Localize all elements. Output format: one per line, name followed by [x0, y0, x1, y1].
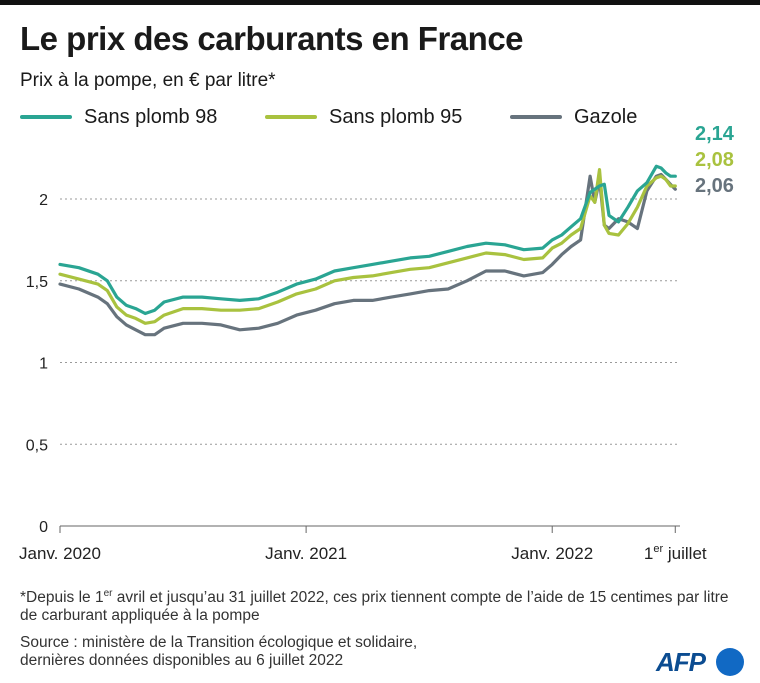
afp-logo: AFP: [656, 645, 748, 677]
y-tick-label: 0: [39, 519, 48, 536]
y-tick-label: 1: [39, 356, 48, 373]
x-tick-label: Janv. 2022: [511, 544, 593, 563]
x-tick-suffix: juillet: [663, 544, 707, 563]
legend-item-gazole: Gazole: [510, 104, 637, 130]
y-tick-label: 2: [39, 192, 48, 209]
footnote-text-end: avril et jusqu’au 31 juillet 2022, ces p…: [20, 589, 729, 625]
end-value-label-sans-plomb-95: 2,08: [695, 149, 734, 171]
footnote-superscript: er: [103, 588, 113, 599]
legend: Sans plomb 98 Sans plomb 95 Gazole: [20, 104, 720, 130]
legend-swatch-gazole: [510, 115, 562, 119]
y-tick-label: 0,5: [26, 437, 48, 454]
grid-lines: [60, 198, 680, 527]
y-tick-label: 1,5: [26, 274, 48, 291]
end-labels: 2,14 2,08 2,06: [695, 123, 735, 197]
source-line-1: Source : ministère de la Transition écol…: [20, 634, 418, 651]
x-tick-superscript: er: [653, 543, 663, 555]
afp-logo-dot: [716, 648, 744, 676]
chart-subtitle: Prix à la pompe, en € par litre*: [20, 70, 276, 91]
x-tick-label: 1er juillet: [644, 543, 707, 563]
x-tick-label: Janv. 2021: [265, 544, 347, 563]
x-tick-label: Janv. 2020: [19, 544, 101, 563]
legend-label-gazole: Gazole: [574, 105, 638, 128]
end-value-label-gazole: 2,06: [695, 175, 734, 197]
chart-title: Le prix des carburants en France: [20, 20, 524, 57]
end-value-label-sans-plomb-98: 2,14: [695, 123, 735, 145]
line-chart: 0 0,5 1 1,5 2 Janv. 2020 Janv. 2021 Janv. 2022…: [19, 123, 735, 563]
series-lines: [58, 164, 677, 337]
legend-label-sp95: Sans plomb 95: [329, 105, 463, 128]
top-rule: [0, 0, 760, 5]
source-note: Source : ministère de la Transition écol…: [20, 634, 520, 670]
y-axis: 0 0,5 1 1,5 2: [26, 192, 48, 536]
legend-item-sp95: Sans plomb 95: [265, 104, 462, 130]
afp-logo-text: AFP: [656, 647, 706, 677]
series-line-sans-plomb-95: [58, 168, 677, 325]
source-line-2: dernières données disponibles au 6 juill…: [20, 652, 344, 669]
legend-swatch-sp98: [20, 115, 72, 119]
series-line-sans-plomb-98: [58, 164, 677, 316]
x-axis: Janv. 2020 Janv. 2021 Janv. 2022 1er juille…: [19, 526, 707, 563]
footnote-text-start: *Depuis le 1: [20, 589, 104, 607]
footnote: *Depuis le 1er avril et jusqu’au 31 juil…: [20, 585, 750, 625]
legend-item-sp98: Sans plomb 98: [20, 104, 217, 130]
legend-swatch-sp95: [265, 115, 317, 119]
x-tick-prefix: 1: [644, 544, 653, 563]
legend-label-sp98: Sans plomb 98: [84, 105, 218, 128]
